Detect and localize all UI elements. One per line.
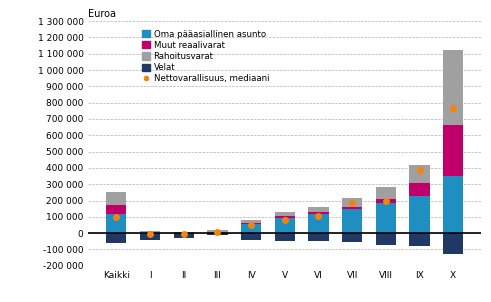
- Bar: [443, 50, 464, 125]
- Point: [382, 199, 390, 204]
- Point: [348, 201, 356, 205]
- Text: Euroa: Euroa: [88, 9, 116, 19]
- Point: [281, 218, 289, 223]
- Point: [415, 168, 423, 173]
- Bar: [274, 233, 295, 241]
- Point: [214, 230, 221, 235]
- Bar: [376, 188, 396, 199]
- Bar: [308, 207, 328, 212]
- Bar: [342, 233, 362, 242]
- Legend: Oma pääasiallinen asunto, Muut reaalivarat, Rahoitusvarat, Velat, Nettovarallisu: Oma pääasiallinen asunto, Muut reaalivar…: [140, 28, 271, 85]
- Bar: [106, 214, 127, 233]
- Bar: [174, 232, 194, 233]
- Bar: [140, 233, 160, 240]
- Bar: [241, 220, 261, 223]
- Bar: [443, 233, 464, 254]
- Bar: [106, 205, 127, 214]
- Bar: [106, 191, 127, 205]
- Bar: [106, 233, 127, 243]
- Bar: [342, 198, 362, 207]
- Point: [180, 232, 188, 237]
- Bar: [174, 233, 194, 238]
- Bar: [274, 218, 295, 233]
- Bar: [308, 233, 328, 241]
- Point: [247, 223, 255, 228]
- Bar: [342, 207, 362, 210]
- Bar: [342, 210, 362, 233]
- Bar: [443, 176, 464, 233]
- Point: [146, 232, 154, 237]
- Bar: [308, 214, 328, 233]
- Bar: [207, 233, 227, 235]
- Bar: [274, 212, 295, 216]
- Bar: [409, 183, 430, 196]
- Bar: [409, 165, 430, 183]
- Point: [112, 214, 120, 219]
- Point: [449, 106, 457, 111]
- Bar: [140, 231, 160, 233]
- Bar: [207, 230, 227, 233]
- Bar: [376, 203, 396, 233]
- Point: [315, 214, 323, 218]
- Bar: [274, 216, 295, 218]
- Bar: [376, 233, 396, 245]
- Bar: [409, 196, 430, 233]
- Bar: [409, 233, 430, 246]
- Bar: [376, 199, 396, 203]
- Bar: [443, 125, 464, 176]
- Bar: [241, 233, 261, 240]
- Bar: [241, 224, 261, 233]
- Bar: [308, 212, 328, 214]
- Bar: [241, 223, 261, 224]
